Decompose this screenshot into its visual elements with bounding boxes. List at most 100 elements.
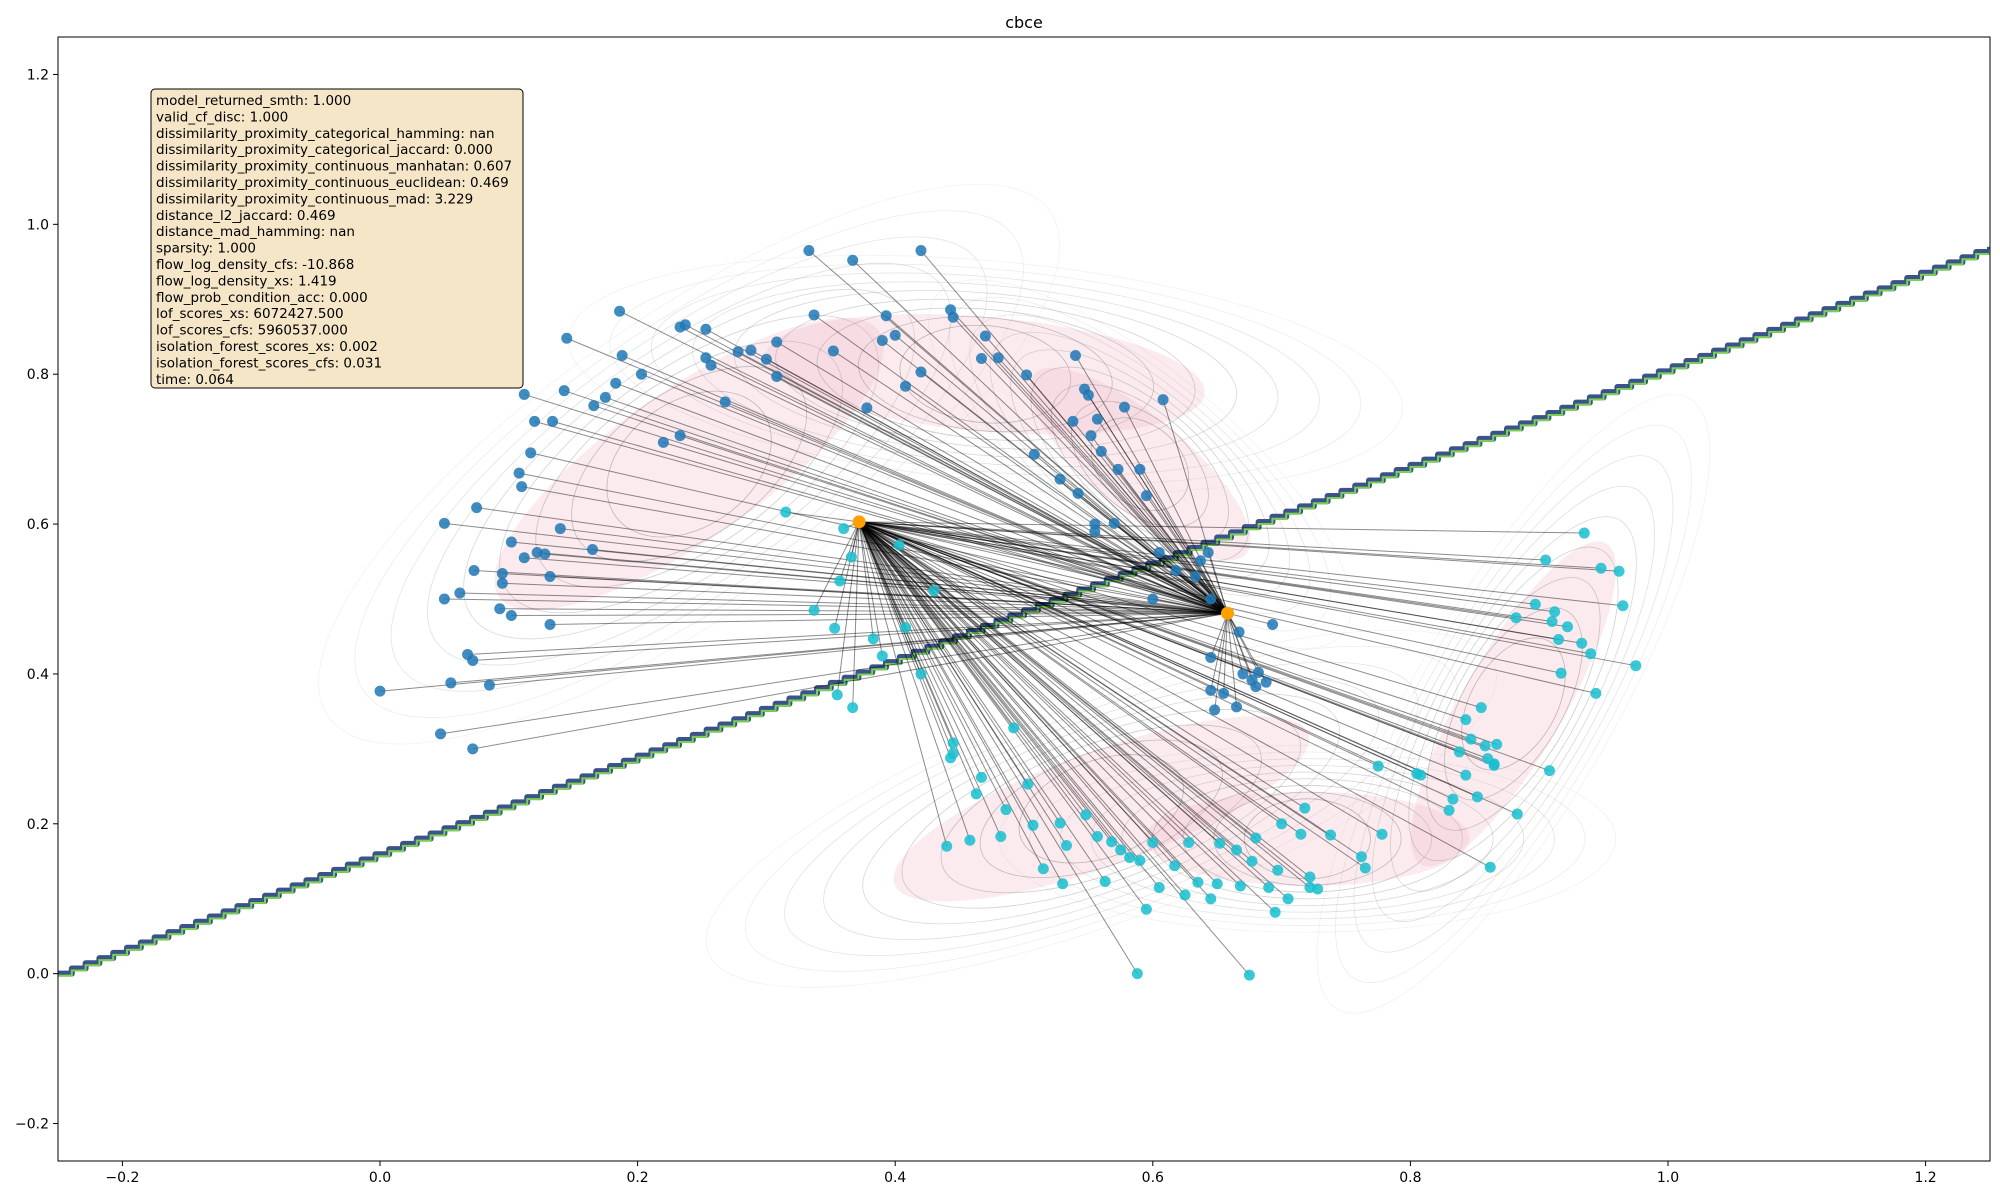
class0-point — [1147, 593, 1159, 605]
class0-point — [803, 245, 815, 257]
class0-point — [467, 743, 479, 755]
cf-link-line — [467, 612, 1228, 655]
density-contour-line — [1390, 516, 1637, 892]
cf-link-line — [1175, 570, 1228, 614]
cf-link-line — [1084, 388, 1228, 614]
class0-point — [529, 415, 541, 427]
cf-link-line — [858, 521, 1029, 785]
class1-point — [1147, 837, 1159, 849]
decision-boundary-inner — [58, 248, 1990, 977]
class1-point — [1585, 648, 1597, 660]
stats-line: time: 0.064 — [156, 372, 234, 388]
class0-point — [760, 353, 772, 365]
density-contour-line — [1444, 607, 1583, 801]
class0-point — [614, 305, 626, 317]
class0-point — [599, 391, 611, 403]
cf-link-line — [952, 316, 1228, 614]
class0-point — [561, 332, 573, 344]
cf-link-line — [511, 612, 1228, 616]
class0-point — [705, 359, 717, 371]
cf-link-line — [1139, 469, 1228, 614]
class0-point — [808, 309, 820, 321]
class0-point — [1153, 547, 1165, 559]
class0-point — [915, 245, 927, 257]
class0-point — [979, 330, 991, 342]
cf-link-line — [1227, 613, 1259, 673]
stats-line: dissimilarity_proximity_categorical_hamm… — [156, 126, 495, 142]
cf-link-line — [499, 608, 1228, 614]
cf-link-line — [858, 521, 1454, 800]
stats-line: valid_cf_disc: 1.000 — [156, 109, 288, 125]
class0-point — [679, 319, 691, 331]
class0-point — [1095, 445, 1107, 457]
cf-link-line — [852, 259, 1228, 614]
cf-link-line — [1158, 552, 1228, 614]
class0-point — [1189, 571, 1201, 583]
density-contour-line — [606, 390, 772, 538]
class1-point — [1091, 831, 1103, 843]
x-tick-label: 0.4 — [884, 1170, 906, 1186]
class0-point — [588, 400, 600, 412]
class0-point — [467, 654, 479, 666]
class0-point — [771, 370, 783, 382]
stats-line: dissimilarity_proximity_continuous_eucli… — [156, 175, 509, 191]
class0-point — [374, 685, 386, 697]
cf-link-line — [858, 521, 1450, 811]
cf-link-line — [858, 521, 1472, 740]
cf-link-line — [444, 522, 1228, 614]
class1-point — [1511, 808, 1523, 820]
cf-link-line — [858, 521, 1550, 772]
class1-point — [867, 633, 879, 645]
cf-link-line — [776, 376, 1228, 614]
class1-point — [1578, 527, 1590, 539]
cf-link-line — [859, 521, 1585, 534]
class0-point — [496, 577, 508, 589]
density-contour-line — [823, 677, 1380, 941]
class0-point — [616, 349, 628, 361]
density-fill-region — [893, 716, 1310, 902]
cf-link-line — [858, 521, 1160, 888]
class0-point — [539, 548, 551, 560]
class1-point — [1471, 791, 1483, 803]
density-contour-line — [318, 183, 1061, 745]
cf-link-line — [858, 521, 1176, 867]
cf-link-line — [858, 521, 1488, 760]
cf-link-line — [1075, 355, 1228, 614]
cf-link-line — [1033, 453, 1228, 614]
cf-link-line — [1227, 613, 1244, 675]
cf-link-line — [641, 373, 1228, 614]
cf-link-line — [1227, 612, 1273, 625]
class1-point — [1115, 844, 1127, 856]
stats-line: distance_mad_hamming: nan — [156, 224, 355, 240]
cf-link-line — [859, 521, 1546, 561]
stats-line: model_returned_smth: 1.000 — [156, 93, 351, 109]
class1-point — [780, 506, 792, 518]
cf-link-line — [920, 250, 1228, 614]
class0-point — [1072, 487, 1084, 499]
cf-link-line — [859, 521, 1620, 572]
class1-point — [1061, 840, 1073, 852]
class0-point — [525, 447, 537, 459]
class1-point — [1231, 844, 1243, 856]
class0-point — [1140, 490, 1152, 502]
class1-point — [1037, 863, 1049, 875]
cf-link-line — [858, 521, 971, 841]
x-tick-label: 0.8 — [1399, 1170, 1421, 1186]
y-tick-label: 1.2 — [27, 67, 49, 83]
class1-point — [1453, 746, 1465, 758]
class0-point — [1070, 349, 1082, 361]
stats-lines: model_returned_smth: 1.000valid_cf_disc:… — [156, 93, 512, 388]
class1-point — [1295, 828, 1307, 840]
cf-link-line — [858, 521, 1241, 887]
cf-link-line — [1097, 418, 1228, 614]
cf-link-line — [724, 401, 1228, 614]
cf-link-line — [858, 521, 1491, 868]
density-contour-line — [1090, 417, 1190, 511]
class1-point — [1124, 852, 1136, 864]
class0-point — [635, 368, 647, 380]
class1-point — [1192, 876, 1204, 888]
class0-point — [674, 430, 686, 442]
class0-point — [544, 618, 556, 630]
cf-link-line — [859, 521, 1582, 644]
cf-link-line — [564, 390, 1228, 614]
